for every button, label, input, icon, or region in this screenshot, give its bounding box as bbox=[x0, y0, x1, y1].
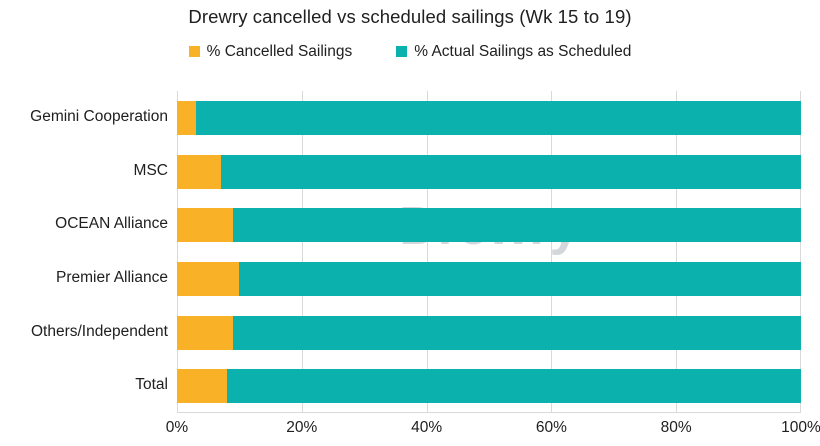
x-axis-labels: 0% 20% 40% 60% 80% 100% bbox=[0, 419, 820, 443]
gridline bbox=[676, 91, 678, 413]
bar-segment-cancelled[interactable] bbox=[177, 100, 196, 135]
legend-item-cancelled[interactable]: % Cancelled Sailings bbox=[188, 43, 353, 60]
legend-swatch-scheduled bbox=[396, 46, 408, 58]
x-axis-line bbox=[177, 412, 801, 413]
bar-row[interactable] bbox=[177, 261, 801, 296]
gridline bbox=[301, 91, 303, 413]
bar-segment-scheduled[interactable] bbox=[226, 369, 801, 404]
gridline bbox=[177, 91, 178, 413]
bar-row[interactable] bbox=[177, 208, 801, 243]
x-axis-tick-label: 80% bbox=[660, 419, 692, 436]
bar-segment-scheduled[interactable] bbox=[233, 208, 801, 243]
bar-segment-scheduled[interactable] bbox=[220, 154, 801, 189]
legend-label-cancelled: % Cancelled Sailings bbox=[206, 43, 353, 60]
x-axis-tick-label: 60% bbox=[535, 419, 567, 436]
legend-label-scheduled: % Actual Sailings as Scheduled bbox=[414, 43, 632, 60]
bar-row[interactable] bbox=[177, 100, 801, 135]
gridline bbox=[426, 91, 428, 413]
y-axis-label: Total bbox=[135, 376, 168, 394]
bar-row[interactable] bbox=[177, 369, 801, 404]
bar-segment-scheduled[interactable] bbox=[239, 261, 801, 296]
bar-segment-scheduled[interactable] bbox=[195, 100, 801, 135]
legend-item-scheduled[interactable]: % Actual Sailings as Scheduled bbox=[396, 44, 631, 60]
bar-segment-cancelled[interactable] bbox=[177, 315, 234, 350]
gridline bbox=[800, 91, 801, 413]
x-axis-tick-label: 20% bbox=[286, 419, 318, 436]
bar-segment-cancelled[interactable] bbox=[177, 154, 221, 189]
y-axis-labels: Gemini Cooperation MSC OCEAN Alliance Premi… bbox=[0, 91, 168, 413]
plot-area bbox=[177, 91, 801, 413]
x-axis-tick-label: 0% bbox=[165, 419, 189, 436]
y-axis-label: Premier Alliance bbox=[56, 268, 168, 286]
x-axis-tick-label: 100% bbox=[781, 419, 820, 436]
chart-legend: % Cancelled Sailings % Actual Sailings a… bbox=[0, 44, 820, 60]
bar-segment-cancelled[interactable] bbox=[177, 369, 227, 404]
gridline bbox=[551, 91, 553, 413]
y-axis-label: Others/Independent bbox=[30, 322, 168, 340]
y-axis-label: OCEAN Alliance bbox=[55, 215, 168, 233]
bar-segment-scheduled[interactable] bbox=[233, 315, 801, 350]
bar-row[interactable] bbox=[177, 315, 801, 350]
y-axis-label: MSC bbox=[133, 161, 168, 179]
bar-segment-cancelled[interactable] bbox=[177, 261, 240, 296]
bars-layer bbox=[177, 91, 801, 413]
legend-swatch-cancelled bbox=[188, 46, 200, 58]
chart-title: Drewry cancelled vs scheduled sailings (… bbox=[188, 6, 632, 27]
bar-segment-cancelled[interactable] bbox=[177, 208, 234, 243]
bar-row[interactable] bbox=[177, 154, 801, 189]
y-axis-label: Gemini Cooperation bbox=[30, 107, 168, 125]
x-axis-tick-label: 40% bbox=[411, 419, 443, 436]
